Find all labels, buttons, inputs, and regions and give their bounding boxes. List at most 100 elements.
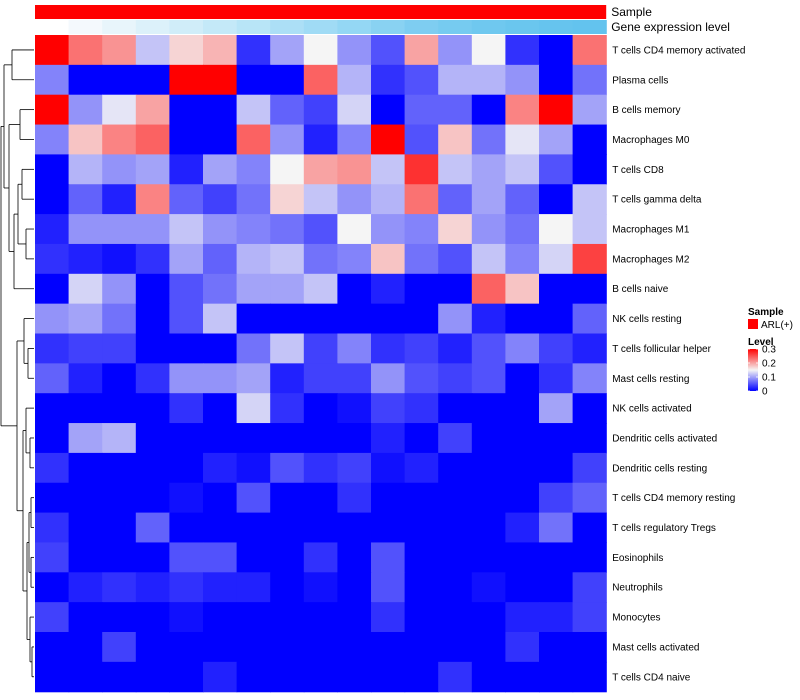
heatmap-cell <box>438 482 473 514</box>
heatmap-cell <box>203 124 238 155</box>
heatmap-cell <box>371 661 406 693</box>
heatmap-cell <box>35 273 70 305</box>
heatmap-cell <box>572 64 607 96</box>
heatmap-cell <box>404 214 439 245</box>
heatmap-cell <box>236 482 271 514</box>
heatmap-cell <box>270 35 305 66</box>
heatmap-cell <box>236 333 271 364</box>
heatmap-cell <box>404 542 439 573</box>
heatmap-cell <box>35 124 70 155</box>
heatmap-cell <box>169 393 204 424</box>
sample-annotation-bar <box>35 5 607 19</box>
heatmap-cell <box>102 243 137 275</box>
heatmap-cell <box>303 363 338 394</box>
heatmap-cell <box>539 35 574 66</box>
heatmap-cell <box>371 632 406 663</box>
heatmap-cell <box>471 333 506 364</box>
heatmap-cell <box>102 542 137 573</box>
heatmap-cell <box>471 154 506 185</box>
heatmap-cell <box>572 94 607 126</box>
heatmap-cell <box>169 542 204 573</box>
heatmap-cell <box>169 243 204 275</box>
heatmap-cell <box>337 64 372 96</box>
heatmap-cell <box>68 124 103 155</box>
heatmap-cell <box>203 452 238 484</box>
legend-color-gradient <box>748 349 758 391</box>
heatmap-cell <box>371 602 406 633</box>
heatmap-cell <box>169 154 204 185</box>
heatmap-cell <box>505 35 540 66</box>
heatmap-cell <box>505 423 540 454</box>
heatmap-cell <box>404 243 439 275</box>
heatmap-cell <box>337 94 372 126</box>
heatmap-cell <box>371 393 406 424</box>
heatmap-cell <box>505 452 540 484</box>
heatmap-cell <box>572 423 607 454</box>
heatmap-cell <box>35 512 70 544</box>
heatmap-cell <box>505 393 540 424</box>
heatmap-cell <box>169 94 204 126</box>
heatmap-cell <box>471 124 506 155</box>
heatmap-cell <box>303 482 338 514</box>
heatmap-cell <box>169 452 204 484</box>
heatmap-cell <box>303 512 338 544</box>
heatmap-cell <box>438 452 473 484</box>
heatmap-cell <box>404 273 439 305</box>
legend-tick-label: 0.2 <box>762 359 776 370</box>
heatmap-cell <box>270 94 305 126</box>
heatmap-cell <box>438 423 473 454</box>
heatmap-cell <box>572 35 607 66</box>
heatmap-cell <box>303 661 338 693</box>
heatmap-cell <box>404 64 439 96</box>
heatmap-cell <box>169 184 204 215</box>
heatmap-cell <box>68 303 103 335</box>
heatmap-cell <box>303 333 338 364</box>
heatmap-cell <box>35 154 70 185</box>
heatmap-cell <box>270 214 305 245</box>
heatmap-cell <box>539 661 574 693</box>
heatmap-cell <box>337 273 372 305</box>
heatmap-cell <box>404 184 439 215</box>
heatmap-cell <box>169 602 204 633</box>
heatmap-cell <box>371 452 406 484</box>
heatmap-cell <box>236 632 271 663</box>
heatmap-cell <box>471 512 506 544</box>
heatmap-cell <box>337 632 372 663</box>
heatmap-cell <box>270 154 305 185</box>
heatmap-cell <box>135 94 170 126</box>
heatmap-cell <box>135 273 170 305</box>
heatmap-cell <box>35 214 70 245</box>
heatmap-cell <box>371 572 406 603</box>
heatmap-cell <box>135 602 170 633</box>
heatmap-cell <box>539 363 574 394</box>
heatmap-cell <box>270 632 305 663</box>
heatmap-cell <box>303 542 338 573</box>
heatmap-cell <box>270 124 305 155</box>
heatmap-cell <box>505 572 540 603</box>
legend-tick-label: 0.3 <box>762 345 776 356</box>
heatmap-cell <box>572 512 607 544</box>
heatmap-cell <box>337 214 372 245</box>
heatmap-cell <box>438 363 473 394</box>
heatmap-cell <box>371 243 406 275</box>
gene-expression-annotation-bar <box>35 20 607 34</box>
heatmap-cell <box>68 214 103 245</box>
heatmap-cell <box>135 542 170 573</box>
heatmap-cell <box>35 303 70 335</box>
heatmap-cell <box>337 303 372 335</box>
row-label: Macrophages M1 <box>612 225 690 236</box>
gene-expression-annotation-cell <box>337 20 372 34</box>
heatmap-cell <box>539 333 574 364</box>
heatmap-cell <box>505 512 540 544</box>
heatmap-cell <box>539 452 574 484</box>
heatmap-cell <box>236 214 271 245</box>
heatmap-cell <box>236 393 271 424</box>
heatmap-cell <box>35 94 70 126</box>
heatmap-cell <box>236 452 271 484</box>
heatmap-cell <box>505 243 540 275</box>
legend: Sample ARL(+) Level 0.3 0.2 0.1 0 <box>748 307 793 398</box>
heatmap-cell <box>303 124 338 155</box>
heatmap-cell <box>438 542 473 573</box>
heatmap-cell <box>572 572 607 603</box>
